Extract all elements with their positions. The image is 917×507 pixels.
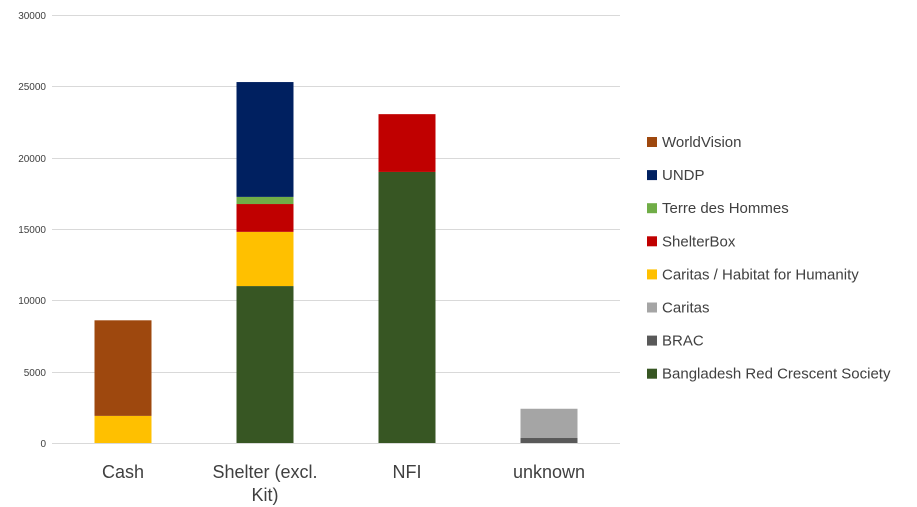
- y-tick-label: 10000: [18, 296, 46, 307]
- legend-swatch: [647, 302, 657, 313]
- bar-segment: [378, 114, 436, 172]
- legend-label: UNDP: [662, 167, 705, 184]
- legend-swatch: [647, 137, 657, 147]
- bar-segment: [236, 231, 294, 287]
- legend-item: Caritas / Habitat for Humanity: [647, 266, 859, 283]
- legend-swatch: [647, 203, 657, 214]
- bar-segment: [236, 196, 294, 205]
- legend-swatch: [647, 170, 657, 181]
- legend-swatch: [647, 269, 657, 280]
- legend-item: Terre des Hommes: [647, 200, 789, 217]
- y-tick-label: 5000: [24, 368, 47, 379]
- legend-label: WorldVision: [662, 134, 741, 151]
- bar-segment: [94, 320, 152, 416]
- legend: WorldVision UNDP Terre des Hommes ShelterBo…: [647, 134, 891, 383]
- x-category-label: Shelter (excl.: [212, 462, 317, 482]
- x-category-label: Kit): [252, 485, 279, 505]
- bar-segment: [520, 438, 578, 443]
- y-tick-label: 25000: [18, 82, 46, 93]
- legend-item: BRAC: [647, 333, 704, 350]
- legend-swatch: [647, 236, 657, 247]
- legend-label: Terre des Hommes: [662, 200, 789, 217]
- legend-item: Caritas: [647, 300, 710, 317]
- legend-label: Bangladesh Red Crescent Society: [662, 366, 891, 383]
- bar-segment: [236, 286, 294, 443]
- legend-item: WorldVision: [647, 134, 741, 151]
- y-tick-label: 20000: [18, 154, 46, 165]
- bar-segment: [94, 415, 152, 443]
- legend-item: ShelterBox: [647, 233, 736, 250]
- legend-item: UNDP: [647, 167, 705, 184]
- legend-item: Bangladesh Red Crescent Society: [647, 366, 891, 383]
- x-category-label: NFI: [393, 462, 422, 482]
- bar-segment: [520, 408, 578, 439]
- legend-swatch: [647, 335, 657, 346]
- bar-segment: [236, 204, 294, 232]
- legend-label: Caritas: [662, 300, 710, 317]
- y-tick-label: 15000: [18, 225, 46, 236]
- x-category-label: Cash: [102, 462, 144, 482]
- bars: [94, 82, 578, 443]
- bar-segment: [378, 171, 436, 443]
- x-axis: Cash Shelter (excl. Kit) NFI unknown: [102, 462, 585, 505]
- legend-swatch: [647, 368, 657, 379]
- y-tick-label: 30000: [18, 11, 46, 22]
- y-axis: 0 5000 10000 15000 20000 25000 30000: [18, 11, 46, 450]
- y-tick-label: 0: [40, 439, 46, 450]
- legend-label: Caritas / Habitat for Humanity: [662, 266, 859, 283]
- bar-segment: [236, 82, 294, 197]
- legend-label: ShelterBox: [662, 233, 736, 250]
- x-category-label: unknown: [513, 462, 585, 482]
- legend-label: BRAC: [662, 333, 704, 350]
